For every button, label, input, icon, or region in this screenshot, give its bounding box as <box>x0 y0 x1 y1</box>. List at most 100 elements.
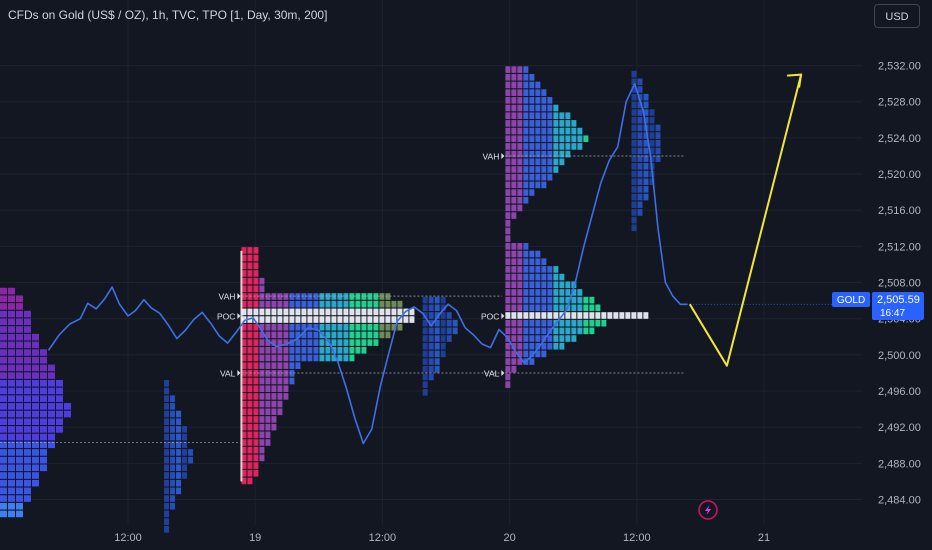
tpo-block <box>16 433 23 441</box>
tpo-block <box>247 308 253 316</box>
tpo-block <box>397 316 403 323</box>
tpo-block <box>446 319 452 327</box>
tpo-block <box>440 327 446 335</box>
tpo-block <box>397 308 403 316</box>
tpo-block <box>56 395 63 402</box>
tpo-block <box>176 418 182 426</box>
tpo-block <box>247 462 253 469</box>
tpo-block <box>295 300 301 308</box>
tpo-block <box>283 331 289 339</box>
tpo-block <box>259 400 265 408</box>
tpo-block <box>349 346 355 354</box>
tpo-block <box>32 479 39 487</box>
tpo-block <box>253 362 259 369</box>
tpo-block <box>247 346 253 354</box>
tpo-block <box>247 362 253 369</box>
tpo-block <box>511 365 517 373</box>
tpo-block <box>48 403 55 410</box>
tpo-block <box>164 464 170 472</box>
tpo-block <box>0 379 7 387</box>
tpo-block <box>271 416 277 423</box>
tpo-block <box>0 441 7 449</box>
tpo-block <box>511 189 517 196</box>
tpo-block <box>64 410 71 418</box>
tpo-block <box>505 135 511 143</box>
tpo-block <box>529 150 535 158</box>
tpo-block <box>247 416 253 423</box>
tpo-block <box>241 270 247 277</box>
tpo-block <box>343 346 349 354</box>
tpo-block <box>253 439 259 446</box>
tpo-block <box>649 109 655 116</box>
tpo-block <box>48 433 55 441</box>
currency-button[interactable]: USD <box>874 4 920 28</box>
tpo-block <box>343 308 349 316</box>
tpo-block <box>361 323 367 331</box>
tpo-block <box>541 281 547 289</box>
tpo-block <box>637 139 643 147</box>
tpo-block <box>553 342 559 350</box>
tpo-block <box>325 339 331 346</box>
tpo-block <box>301 339 307 346</box>
tpo-block <box>24 379 31 387</box>
tpo-block <box>16 387 23 395</box>
tpo-block <box>164 472 170 479</box>
tpo-block <box>32 333 39 341</box>
tpo-block <box>247 277 253 285</box>
tpo-block <box>541 319 547 327</box>
tpo-block <box>529 250 535 258</box>
tpo-block <box>541 327 547 335</box>
tpo-block <box>583 135 589 143</box>
time-axis[interactable]: 12:00 19 12:00 20 12:00 21 <box>114 532 770 544</box>
tpo-block <box>547 312 553 319</box>
tpo-block <box>529 135 535 143</box>
tpo-block <box>271 393 277 400</box>
tpo-block <box>541 97 547 104</box>
tpo-block <box>511 135 517 143</box>
level-label: POC <box>481 311 499 321</box>
tpo-block <box>32 426 39 433</box>
tpo-block <box>331 346 337 354</box>
tpo-block <box>637 93 643 101</box>
tpo-block <box>361 331 367 339</box>
tpo-block <box>0 387 7 395</box>
poc-arrow-icon <box>501 312 505 319</box>
tpo-block <box>247 385 253 393</box>
tpo-block <box>505 319 511 327</box>
tpo-block <box>16 426 23 433</box>
tpo-block <box>277 362 283 369</box>
tpo-block <box>577 296 583 304</box>
tpo-block <box>637 86 643 93</box>
tpo-block <box>265 370 271 377</box>
tpo-block <box>529 112 535 120</box>
tpo-block <box>517 189 523 196</box>
tpo-block <box>48 410 55 418</box>
tpo-block <box>40 426 47 433</box>
lightning-logo-icon[interactable] <box>698 500 718 520</box>
tpo-block <box>259 346 265 354</box>
tpo-block <box>182 464 188 472</box>
tpo-block <box>40 410 47 418</box>
tpo-block <box>535 319 541 327</box>
level-label: VAH <box>219 292 236 302</box>
tpo-block <box>559 304 565 312</box>
tpo-block <box>337 300 343 308</box>
tpo-block <box>265 377 271 385</box>
tpo-block <box>289 300 295 308</box>
tpo-block <box>631 209 637 216</box>
tpo-block <box>517 258 523 265</box>
tpo-block <box>373 331 379 339</box>
tpo-block <box>523 150 529 158</box>
tpo-block <box>643 155 649 162</box>
price-axis[interactable]: 2,532.00 2,528.00 2,524.00 2,520.00 2,516.00… <box>878 61 921 507</box>
tpo-block <box>337 354 343 362</box>
poc-arrow-icon <box>501 152 505 159</box>
tpo-block <box>247 262 253 270</box>
tpo-block <box>529 358 535 365</box>
tpo-block <box>643 193 649 201</box>
tpo-block <box>422 350 428 358</box>
tpo-block <box>0 364 7 372</box>
tpo-block <box>511 327 517 335</box>
tpo-block <box>523 81 529 89</box>
